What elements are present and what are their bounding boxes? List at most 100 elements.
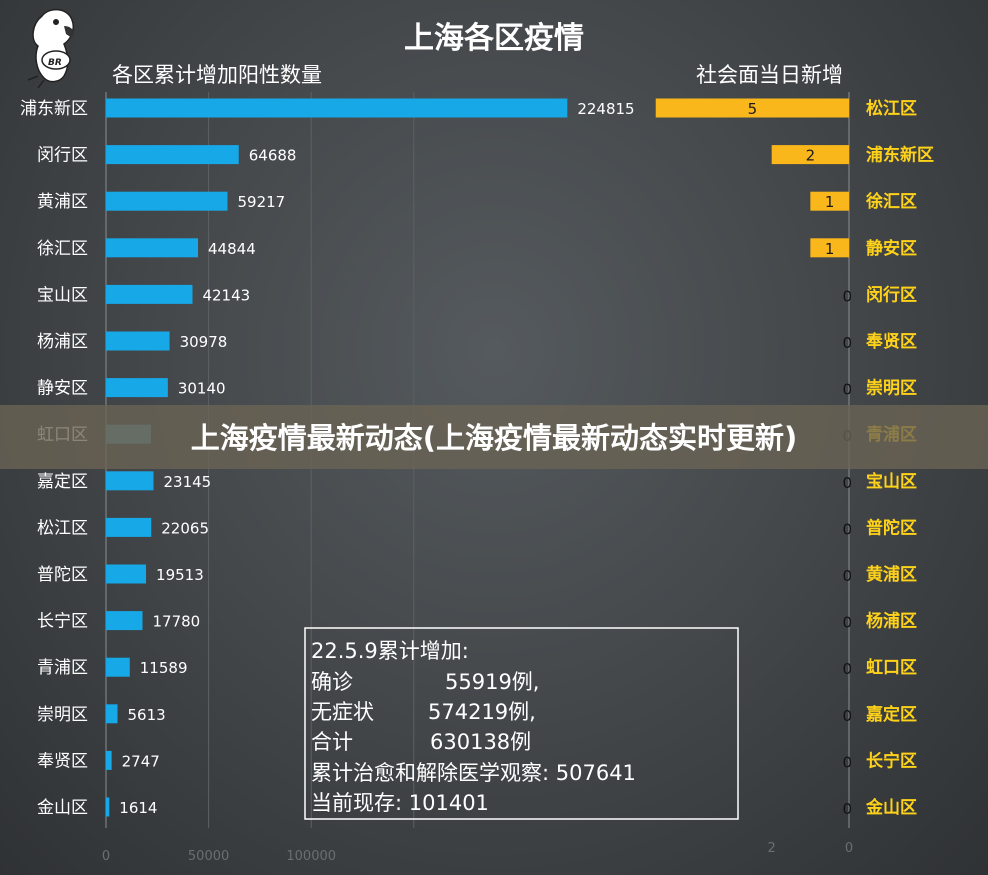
left-category-label: 金山区 xyxy=(37,798,88,818)
note-line-asymptomatic-label: 无症状 xyxy=(311,700,374,724)
logo-text: BR xyxy=(48,58,62,68)
note-line-confirmed-value: 55919例, xyxy=(445,670,539,694)
headline-banner: 上海疫情最新动态(上海疫情最新动态实时更新) xyxy=(0,405,988,469)
left-category-label: 崇明区 xyxy=(37,705,88,725)
left-bar xyxy=(106,145,239,165)
headline-text: 上海疫情最新动态(上海疫情最新动态实时更新) xyxy=(191,421,798,455)
right-category-label: 嘉定区 xyxy=(865,704,917,725)
left-bar xyxy=(106,611,143,631)
left-category-label: 青浦区 xyxy=(37,658,88,678)
right-value-label: 2 xyxy=(806,147,816,165)
left-value-label: 59217 xyxy=(238,193,286,211)
left-category-label: 奉贤区 xyxy=(37,751,88,771)
left-bar xyxy=(106,564,147,584)
right-category-label: 松江区 xyxy=(866,98,917,119)
right-value-label: 0 xyxy=(842,614,852,632)
left-category-label: 徐汇区 xyxy=(37,239,88,259)
right-bar xyxy=(810,238,849,258)
note-line-recovered: 累计治愈和解除医学观察: 507641 xyxy=(311,761,636,785)
right-category-label: 虹口区 xyxy=(866,658,917,678)
left-value-label: 19513 xyxy=(156,566,204,584)
right-category-label: 黄浦区 xyxy=(866,564,917,585)
right-category-label: 金山区 xyxy=(865,797,917,818)
left-bar xyxy=(106,471,154,491)
left-value-label: 42143 xyxy=(202,286,250,304)
left-value-label: 11589 xyxy=(140,659,188,677)
left-bar xyxy=(106,238,199,258)
right-bar xyxy=(771,145,849,165)
note-line-header: 22.5.9累计增加: xyxy=(311,639,469,663)
right-value-label: 0 xyxy=(842,334,852,352)
right-bar xyxy=(655,98,849,118)
right-tick-label: 0 xyxy=(845,841,853,856)
right-bar xyxy=(810,191,849,211)
note-line-confirmed-label: 确诊 xyxy=(311,670,353,694)
left-category-label: 嘉定区 xyxy=(37,472,88,492)
right-value-label: 0 xyxy=(842,567,852,585)
right-category-label: 宝山区 xyxy=(866,471,917,492)
note-line-asymptomatic-value: 574219例, xyxy=(428,700,536,724)
left-value-label: 17780 xyxy=(152,613,200,631)
parrot-logo-icon: BR xyxy=(27,8,75,89)
note-line-total-value: 630138例 xyxy=(430,730,531,754)
right-category-label: 徐汇区 xyxy=(865,191,917,212)
left-bar xyxy=(106,657,130,677)
right-category-label: 普陀区 xyxy=(866,517,917,538)
left-bar xyxy=(106,704,118,724)
left-bar xyxy=(106,191,228,211)
left-value-label: 64688 xyxy=(249,147,297,165)
left-value-label: 30978 xyxy=(180,333,228,351)
left-bar xyxy=(106,284,193,304)
left-category-label: 浦东新区 xyxy=(20,99,88,119)
right-category-label: 静安区 xyxy=(866,238,917,259)
left-value-label: 5613 xyxy=(128,706,166,724)
left-category-label: 静安区 xyxy=(37,379,88,399)
right-category-label: 崇明区 xyxy=(866,379,917,399)
right-category-label: 长宁区 xyxy=(866,750,917,771)
left-category-label: 长宁区 xyxy=(37,612,88,632)
left-category-label: 杨浦区 xyxy=(37,332,88,352)
summary-note: 22.5.9累计增加: 确诊 55919例, 无症状 574219例, 合计 6… xyxy=(304,627,739,820)
chart-title: 上海各区疫情 xyxy=(404,21,584,56)
left-bar xyxy=(106,797,110,817)
left-tick-label: 50000 xyxy=(188,849,229,864)
right-value-label: 0 xyxy=(842,381,852,399)
axis-ticks: 0 50000 100000 2 0 xyxy=(102,841,853,864)
left-category-label: 松江区 xyxy=(37,518,88,538)
left-value-label: 2747 xyxy=(122,752,160,770)
right-value-label: 0 xyxy=(842,753,852,771)
left-value-label: 44844 xyxy=(208,240,256,258)
left-category-label: 黄浦区 xyxy=(37,192,88,212)
note-line-current: 当前现存: 101401 xyxy=(311,791,489,815)
left-bar xyxy=(106,517,152,537)
left-category-label: 宝山区 xyxy=(37,285,88,305)
right-value-label: 0 xyxy=(842,520,852,538)
right-tick-label: 2 xyxy=(768,841,776,856)
right-category-label: 闵行区 xyxy=(866,284,917,305)
left-bar xyxy=(106,378,168,398)
right-category-label: 杨浦区 xyxy=(866,611,917,632)
left-chart-subtitle: 各区累计增加阳性数量 xyxy=(112,63,322,87)
left-category-label: 闵行区 xyxy=(37,146,88,166)
left-value-label: 1614 xyxy=(119,799,157,817)
left-bar xyxy=(106,331,170,351)
right-value-label: 0 xyxy=(842,287,852,305)
left-value-label: 224815 xyxy=(577,100,634,118)
right-value-label: 0 xyxy=(842,800,852,818)
note-line-total-label: 合计 xyxy=(311,730,353,754)
left-tick-label: 0 xyxy=(102,849,110,864)
right-value-label: 0 xyxy=(842,474,852,492)
left-bars: 浦东新区 224815 闵行区 64688 黄浦区 59217 徐汇区 44844 宝山区 421… xyxy=(20,98,635,818)
right-value-label: 5 xyxy=(748,100,758,118)
right-value-label: 1 xyxy=(825,240,835,258)
right-chart-subtitle: 社会面当日新增 xyxy=(696,63,843,87)
left-bar xyxy=(106,98,568,118)
right-value-label: 0 xyxy=(842,660,852,678)
right-value-label: 1 xyxy=(825,193,835,211)
left-tick-label: 100000 xyxy=(286,849,336,864)
left-value-label: 30140 xyxy=(178,380,226,398)
right-category-label: 浦东新区 xyxy=(866,145,934,166)
right-value-label: 0 xyxy=(842,707,852,725)
left-bar xyxy=(106,750,112,770)
